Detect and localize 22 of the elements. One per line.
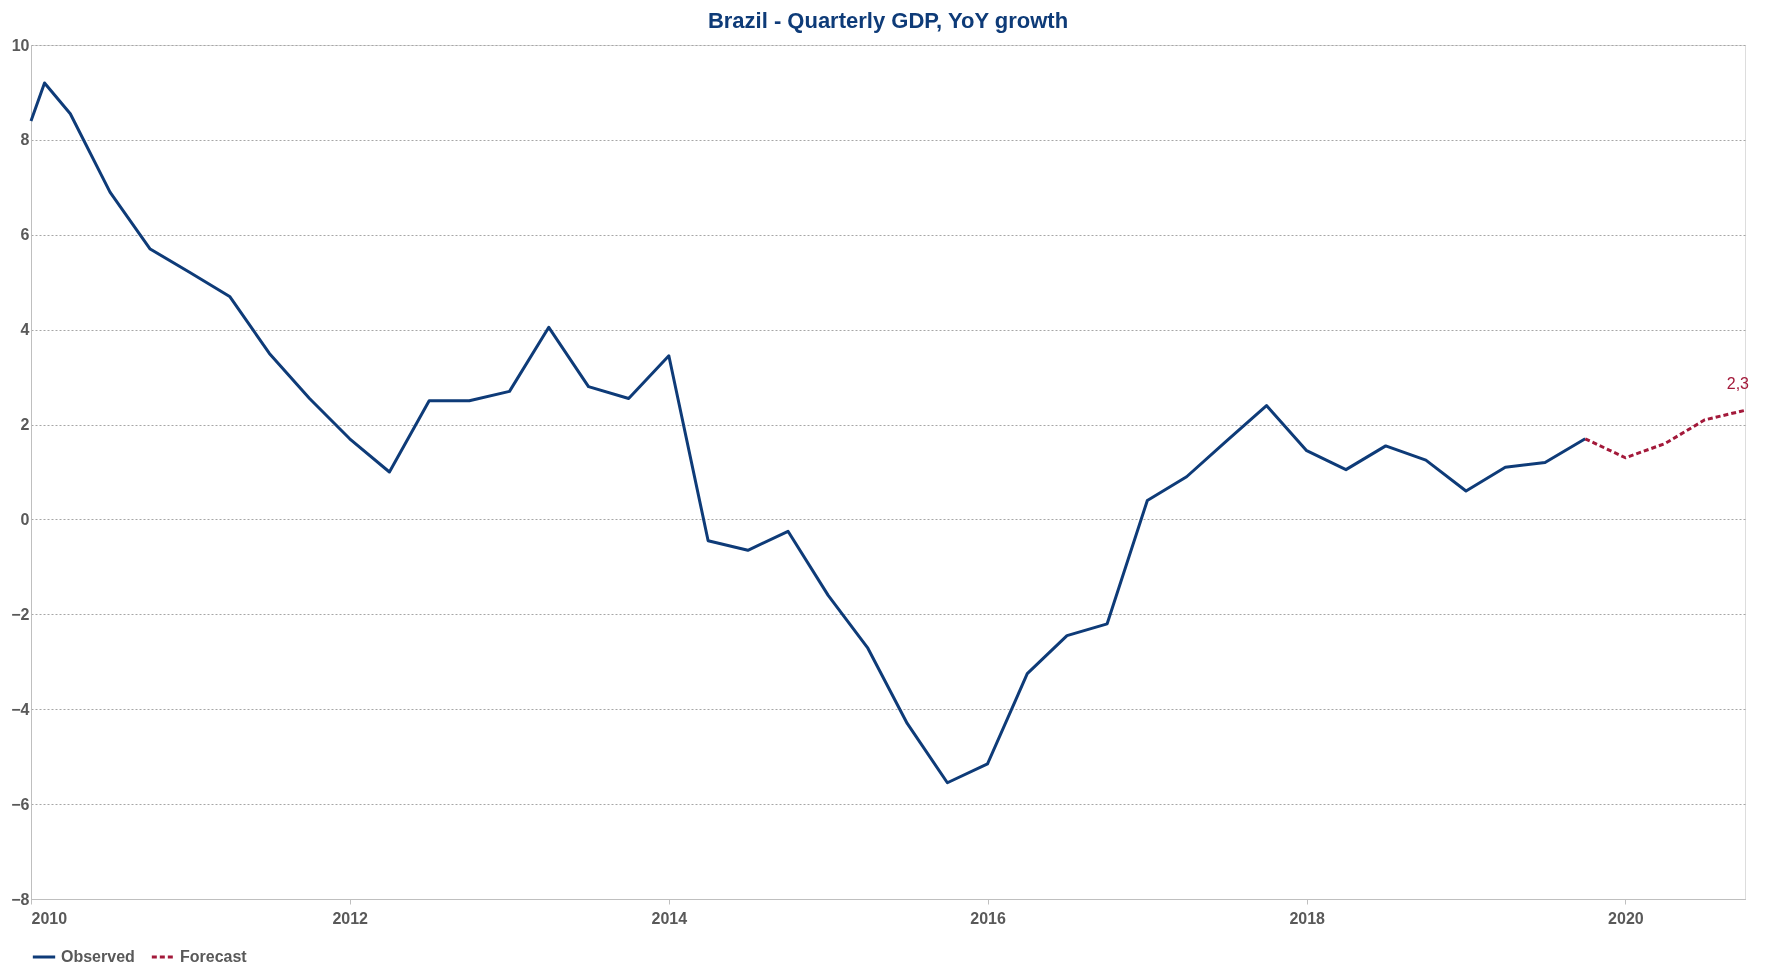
x-tick-label: 2016 [970, 909, 1006, 927]
x-tick-label: 2014 [651, 909, 688, 927]
x-tick-label: 2010 [31, 909, 68, 927]
y-tick-label: −8 [11, 890, 30, 908]
line-series [29, 81, 1587, 785]
chart-title: Brazil - Quarterly GDP, YoY growth [707, 8, 1069, 33]
y-tick-label: 4 [20, 321, 30, 339]
line-series [1583, 408, 1747, 460]
x-tick-label: 2020 [1608, 909, 1644, 927]
y-tick-label: −2 [11, 605, 30, 623]
y-tick-label: −4 [11, 700, 30, 718]
y-tick-label: 0 [20, 510, 30, 528]
y-tick-label: 6 [20, 226, 30, 244]
y-tick-label: −6 [11, 795, 30, 813]
annotation: 2,3 [1726, 375, 1750, 393]
y-tick-label: 2 [20, 416, 30, 434]
y-tick-label: 8 [20, 131, 30, 149]
y-tick-label: 10 [11, 36, 30, 54]
x-tick-label: 2018 [1289, 909, 1326, 927]
legend-label: Forecast [180, 948, 248, 965]
x-tick-label: 2012 [332, 909, 369, 927]
legend-label: Observed [61, 948, 135, 965]
